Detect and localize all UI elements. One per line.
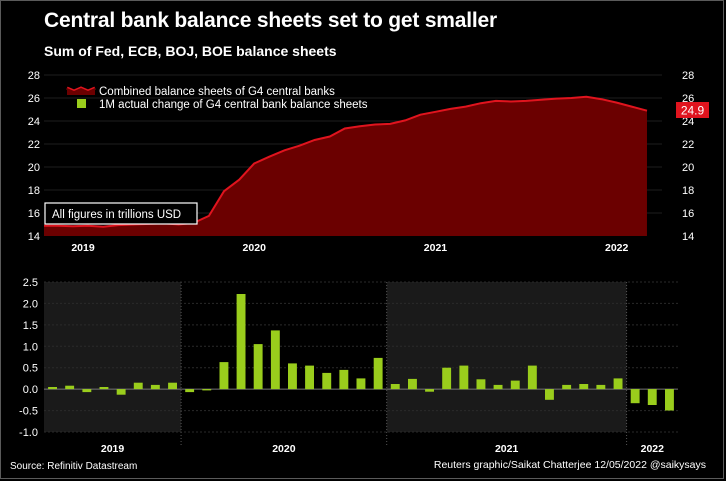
top-x-axis: 2019 2020 2021 2022 — [71, 242, 628, 254]
top-year-label: 2021 — [424, 242, 448, 254]
top-right-tick-label: 14 — [682, 231, 694, 243]
bottom-y-axis: 2.5 2.0 1.5 1.0 0.5 0.0 -0.5 -1.0 — [19, 277, 38, 439]
top-right-tick-label: 20 — [682, 162, 694, 174]
legend: Combined balance sheets of G4 central ba… — [66, 86, 368, 111]
change-bar — [322, 372, 332, 390]
bottom-grid — [44, 281, 678, 433]
change-bar — [408, 378, 417, 390]
change-bar — [545, 389, 554, 400]
change-bar — [185, 389, 195, 393]
change-bar — [48, 387, 57, 390]
change-bar — [82, 389, 92, 393]
top-right-tick-label: 16 — [682, 208, 694, 220]
change-bar — [219, 362, 229, 390]
top-right-tick-label: 28 — [682, 70, 694, 82]
top-year-label: 2020 — [243, 242, 267, 254]
bottom-year-label: 2020 — [272, 443, 296, 455]
change-bar — [510, 380, 520, 390]
bottom-bar-chart: 2.52.01.51.00.50.0-0.5-1.0 2019 2020 2021 2… — [19, 277, 678, 455]
change-bar — [630, 389, 640, 404]
last-value-badge: 24.9 — [676, 102, 709, 118]
change-bar — [236, 294, 246, 390]
change-bar — [476, 379, 486, 390]
change-bar — [425, 389, 434, 392]
year-shade-band — [386, 282, 627, 432]
change-bar — [288, 363, 297, 390]
units-note-box — [44, 202, 198, 225]
top-year-label: 2022 — [605, 242, 629, 254]
bottom-tick-label: 2.0 — [23, 298, 38, 310]
bottom-tick-label: 1.5 — [23, 320, 38, 332]
bottom-tick-label: 0.0 — [23, 384, 38, 396]
change-bar — [665, 389, 674, 411]
units-note-text: All figures in trillions USD — [52, 209, 181, 221]
year-shade-band — [44, 282, 182, 432]
legend-area-label: Combined balance sheets of G4 central ba… — [99, 86, 335, 98]
top-left-tick-label: 14 — [28, 231, 40, 243]
top-left-tick-label: 20 — [28, 162, 40, 174]
source-note: Source: Refinitiv Datastream — [10, 461, 138, 472]
change-bar — [442, 367, 452, 390]
top-year-label: 2019 — [71, 242, 95, 254]
bottom-year-shading — [44, 282, 628, 446]
last-value-box — [676, 102, 709, 118]
change-bar — [579, 384, 589, 390]
top-left-tick-label: 26 — [28, 93, 40, 105]
top-right-tick-label: 24 — [682, 116, 694, 128]
units-note: All figures in trillions USD — [44, 202, 198, 225]
change-bar — [390, 384, 400, 390]
bottom-tick-label: 2.5 — [23, 277, 38, 289]
top-left-tick-label: 22 — [28, 139, 40, 151]
bottom-tick-label: 0.5 — [23, 363, 38, 375]
change-bar — [493, 384, 503, 390]
top-left-axis: 14 16 18 20 22 24 26 28 — [28, 70, 40, 243]
last-value-text: 24.9 — [681, 104, 705, 118]
change-bar — [99, 387, 109, 390]
top-right-tick-label: 18 — [682, 185, 694, 197]
change-bar — [253, 344, 263, 390]
bottom-tick-label: -1.0 — [19, 427, 38, 439]
balance-sheet-area — [44, 96, 647, 236]
change-bar — [356, 378, 366, 390]
legend-area-swatch — [66, 86, 96, 95]
bottom-tick-label: 1.0 — [23, 341, 38, 353]
change-bar — [168, 382, 177, 390]
change-bar — [202, 389, 212, 391]
legend-bar-label: 1M actual change of G4 central bank bala… — [99, 99, 368, 111]
change-bar — [65, 385, 75, 390]
bottom-bars — [48, 294, 674, 411]
change-bar — [647, 389, 657, 405]
top-left-tick-label: 28 — [28, 70, 40, 82]
change-bar — [339, 369, 349, 390]
change-bar — [459, 365, 469, 390]
change-bar — [116, 389, 126, 395]
bottom-year-label: 2022 — [641, 443, 665, 455]
bottom-year-label: 2019 — [101, 443, 125, 455]
chart-title: Central bank balance sheets set to get s… — [44, 9, 497, 32]
legend-bar-swatch — [77, 99, 86, 108]
change-bar — [373, 357, 383, 390]
change-bar — [562, 384, 572, 390]
bottom-x-axis: 2019 2020 2021 2022 — [101, 443, 664, 455]
top-left-tick-label: 24 — [28, 116, 40, 128]
top-right-tick-label: 22 — [682, 139, 694, 151]
change-bar — [133, 382, 143, 390]
change-bar — [270, 330, 280, 390]
top-left-tick-label: 18 — [28, 185, 40, 197]
change-bar — [305, 365, 314, 390]
change-bar — [596, 384, 606, 390]
bottom-tick-label: -0.5 — [19, 406, 38, 418]
chart-subtitle: Sum of Fed, ECB, BOJ, BOE balance sheets — [44, 43, 337, 59]
change-bar — [527, 365, 537, 390]
credit-note: Reuters graphic/Saikat Chatterjee 12/05/… — [433, 459, 706, 471]
change-bar — [150, 384, 160, 390]
bottom-year-label: 2021 — [495, 443, 519, 455]
top-left-tick-label: 16 — [28, 208, 40, 220]
change-bar — [613, 378, 623, 390]
